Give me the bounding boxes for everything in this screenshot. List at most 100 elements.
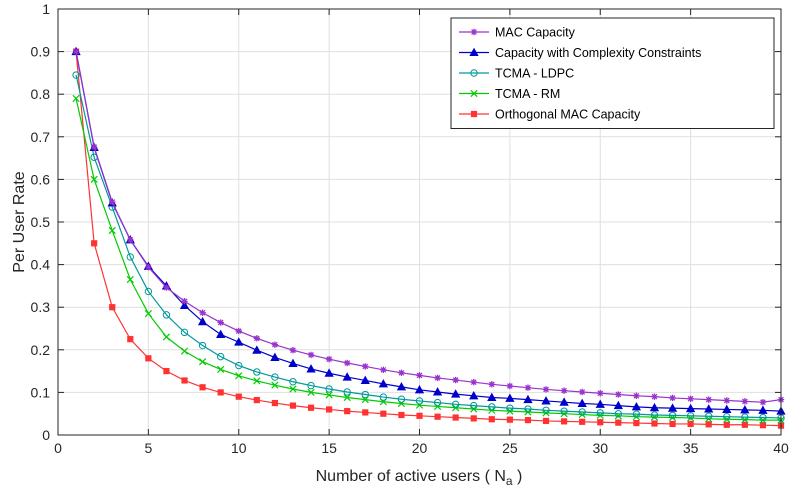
data-point (217, 389, 224, 396)
series-tcma-rm (72, 94, 785, 424)
series-line (75, 98, 781, 421)
y-tick-label: 1 (42, 1, 50, 17)
legend-entry[interactable]: TCMA - RM (459, 87, 560, 101)
data-point (162, 311, 171, 319)
data-point (109, 198, 116, 206)
y-tick-label: 0.7 (31, 129, 51, 145)
data-point (216, 352, 225, 361)
data-point (252, 345, 262, 354)
data-point (506, 404, 514, 412)
x-tick-label: 40 (773, 440, 789, 456)
data-point (235, 393, 242, 400)
data-point (179, 300, 190, 310)
data-point (488, 403, 496, 411)
legend-marker (470, 89, 478, 98)
data-point (380, 410, 387, 417)
y-tick-label: 0.2 (31, 342, 51, 358)
data-point (433, 398, 442, 407)
legend-label: Capacity with Complexity Constraints (495, 46, 701, 60)
data-point (72, 94, 80, 103)
data-point (758, 405, 768, 414)
series-line (75, 51, 782, 403)
data-point (669, 394, 676, 402)
y-tick-label: 0.1 (31, 384, 51, 400)
legend-label: TCMA - LDPC (495, 67, 574, 81)
data-point (127, 336, 134, 343)
data-point (198, 358, 207, 366)
legend-marker (469, 47, 479, 57)
data-point (741, 398, 749, 405)
y-tick-label: 0.8 (31, 86, 51, 102)
legend-entry[interactable]: MAC Capacity (459, 26, 576, 40)
data-point (307, 404, 315, 411)
data-point (470, 401, 478, 410)
data-point (685, 403, 696, 413)
data-point (306, 364, 316, 373)
data-point (344, 408, 351, 415)
data-point (723, 421, 730, 428)
data-point (163, 284, 170, 291)
series-line (75, 51, 782, 412)
data-point (631, 402, 642, 411)
x-tick-label: 0 (54, 440, 62, 456)
data-point (380, 366, 387, 374)
x-axis-label-main: Number of active users ( N (316, 468, 506, 485)
data-point (271, 373, 279, 381)
data-point (181, 377, 188, 384)
data-point (271, 381, 279, 389)
axes (57, 8, 782, 436)
data-point (433, 402, 442, 411)
data-point (414, 385, 425, 394)
data-point (126, 253, 135, 261)
data-point (326, 406, 333, 413)
data-point (579, 418, 586, 425)
data-point (180, 347, 189, 355)
data-point (109, 304, 116, 311)
data-point (379, 393, 388, 401)
data-point (234, 337, 244, 346)
data-point (362, 409, 369, 416)
data-point (324, 368, 334, 377)
data-point (578, 408, 586, 416)
y-tick-label: 0 (42, 427, 50, 443)
legend-label: Orthogonal MAC Capacity (495, 108, 641, 122)
data-point (127, 236, 134, 244)
data-point (432, 387, 443, 396)
data-point (126, 275, 134, 284)
data-point (614, 410, 623, 418)
data-point (470, 378, 477, 386)
legend-entry[interactable]: Orthogonal MAC Capacity (459, 108, 641, 122)
data-point (289, 347, 297, 354)
x-tick-label: 25 (502, 440, 518, 456)
data-point (597, 419, 604, 426)
data-point (451, 400, 460, 409)
data-point (705, 421, 712, 428)
x-axis-label-close: ) (513, 468, 523, 485)
legend-entry[interactable]: TCMA - LDPC (459, 67, 574, 81)
legend[interactable]: MAC Capacity Capacity with Complexity Con… (450, 17, 775, 129)
data-point (398, 411, 405, 419)
data-point (343, 393, 351, 402)
data-point (632, 410, 641, 418)
data-point (759, 398, 767, 406)
x-tick-label: 15 (321, 440, 337, 456)
data-point (651, 393, 658, 400)
data-point (667, 403, 678, 412)
data-point (91, 240, 98, 247)
data-point (307, 388, 315, 397)
data-point (342, 372, 352, 381)
data-point (145, 263, 152, 271)
series-layer (71, 46, 786, 429)
legend-label: MAC Capacity (495, 26, 576, 40)
data-point (705, 396, 712, 403)
series-tcma-ldpc (72, 71, 785, 422)
data-point (90, 175, 98, 184)
data-point (180, 328, 189, 337)
data-point (723, 397, 730, 404)
data-point (217, 319, 224, 326)
data-point (723, 412, 731, 421)
data-point (162, 333, 171, 341)
legend-entry[interactable]: Capacity with Complexity Constraints (459, 46, 701, 60)
data-point (668, 411, 677, 420)
